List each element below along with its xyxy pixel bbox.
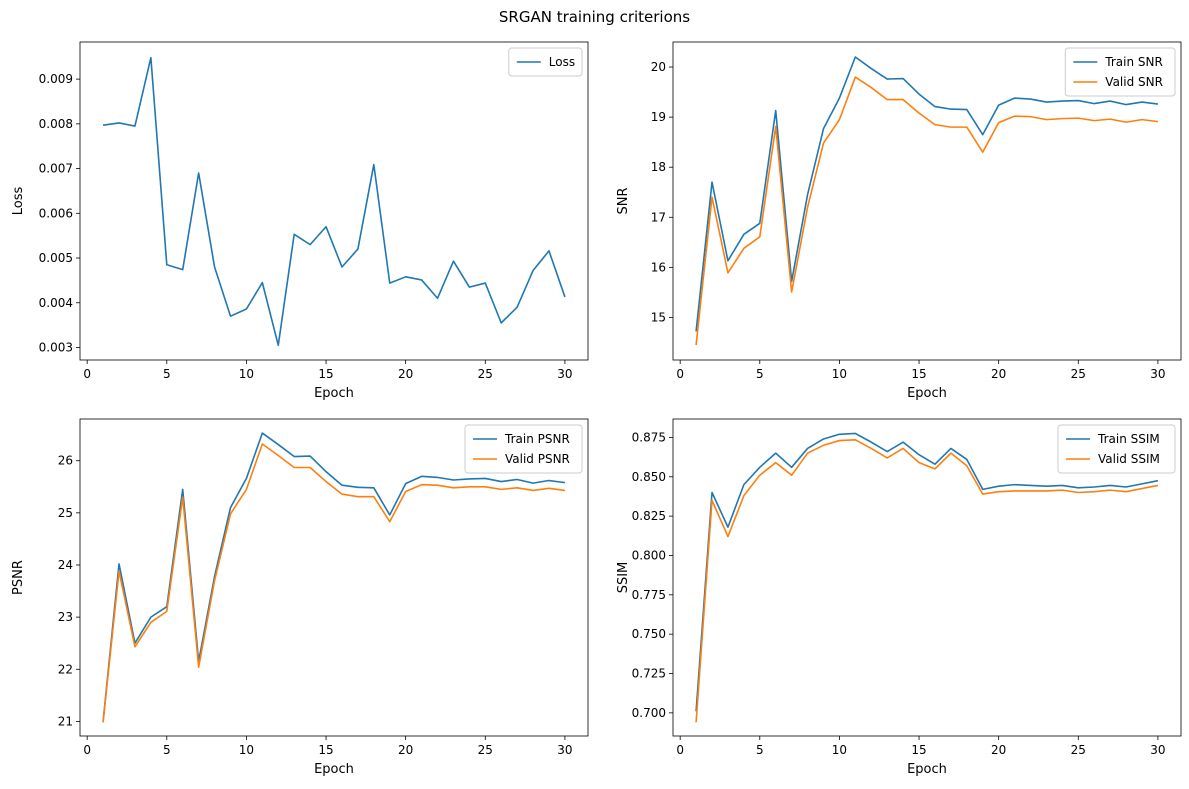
- x-tick-label: 25: [478, 743, 493, 757]
- y-tick-label: 0.008: [39, 117, 73, 131]
- series-line-valid-snr: [695, 76, 1159, 346]
- series-line-train-snr: [695, 56, 1159, 332]
- y-tick-label: 0.005: [39, 251, 73, 265]
- chart-panel-psnr: 0 5 10 15 20 25 30 21 22 23 24 25 26 Epoch PSNR Train P…: [11, 418, 589, 777]
- legend-label: Train SNR: [1104, 55, 1163, 69]
- x-tick-label: 10: [239, 743, 254, 757]
- y-tick-label: 17: [651, 210, 666, 224]
- y-tick-label: 0.007: [39, 162, 73, 176]
- x-tick-label: 30: [1150, 743, 1165, 757]
- x-tick-label: 25: [1071, 367, 1086, 381]
- y-tick-label: 25: [58, 506, 73, 520]
- y-tick-label: 0.003: [39, 340, 73, 354]
- y-axis-label: SSIM: [616, 562, 631, 594]
- figure-title: SRGAN training criterions: [498, 8, 691, 26]
- x-tick-label: 20: [991, 367, 1006, 381]
- legend: Train PSNR Valid PSNR: [464, 424, 583, 474]
- chart-panel-ssim: 0 5 10 15 20 25 30 0.700 0.725 0.750 0.775 0.800 0.8…: [616, 418, 1182, 777]
- y-tick-label: 26: [58, 454, 73, 468]
- y-tick-label: 0.775: [632, 588, 666, 602]
- legend-label: Valid PSNR: [505, 452, 570, 466]
- x-tick-label: 5: [756, 743, 764, 757]
- x-tick-label: 10: [239, 367, 254, 381]
- x-tick-label: 15: [911, 367, 926, 381]
- x-tick-label: 30: [1150, 367, 1165, 381]
- y-tick-label: 0.700: [632, 706, 666, 720]
- y-axis-label: Loss: [11, 187, 26, 216]
- series-line-train-psnr: [102, 432, 566, 722]
- axes-frame: [672, 418, 1182, 737]
- x-tick-label: 0: [676, 743, 684, 757]
- y-tick-label: 0.009: [39, 72, 73, 86]
- chart-panel-loss: 0 5 10 15 20 25 30 0.003 0.004 0.005 0.006 0.007 0.0…: [11, 41, 589, 401]
- y-tick-label: 23: [58, 610, 73, 624]
- y-tick-label: 18: [651, 160, 666, 174]
- y-tick-label: 24: [58, 558, 73, 572]
- x-tick-label: 20: [398, 743, 413, 757]
- x-tick-label: 30: [557, 367, 572, 381]
- x-axis-label: Epoch: [314, 386, 354, 401]
- y-tick-label: 0.875: [632, 430, 666, 444]
- series-line-valid-ssim: [695, 438, 1159, 723]
- axes-frame: [79, 41, 589, 361]
- y-tick-label: 0.800: [632, 548, 666, 562]
- series-line-loss: [102, 56, 566, 347]
- legend-box: [1057, 424, 1176, 474]
- y-tick-label: 0.725: [632, 667, 666, 681]
- axes-frame: [79, 418, 589, 737]
- x-tick-label: 0: [676, 367, 684, 381]
- x-axis-label: Epoch: [907, 762, 947, 777]
- y-axis-label: PSNR: [11, 560, 26, 595]
- y-tick-label: 21: [58, 714, 73, 728]
- y-tick-label: 16: [651, 260, 666, 274]
- y-tick-label: 20: [651, 60, 666, 74]
- chart-panel-snr: 0 5 10 15 20 25 30 15 16 17 18 19 20 Epoch SNR Train SN…: [616, 41, 1182, 401]
- x-tick-label: 15: [318, 743, 333, 757]
- x-tick-label: 15: [318, 367, 333, 381]
- legend-label: Valid SNR: [1105, 75, 1163, 89]
- x-tick-label: 10: [832, 743, 847, 757]
- x-tick-label: 15: [911, 743, 926, 757]
- y-tick-label: 22: [58, 662, 73, 676]
- y-axis-label: SNR: [616, 187, 631, 214]
- x-tick-label: 5: [163, 367, 171, 381]
- y-tick-label: 0.004: [39, 296, 73, 310]
- y-tick-label: 0.006: [39, 206, 73, 220]
- x-tick-label: 5: [756, 367, 764, 381]
- legend-label: Valid SSIM: [1098, 452, 1160, 466]
- x-tick-label: 25: [478, 367, 493, 381]
- series-line-valid-psnr: [102, 443, 566, 723]
- x-tick-label: 30: [557, 743, 572, 757]
- y-tick-label: 19: [651, 110, 666, 124]
- y-tick-label: 0.750: [632, 627, 666, 641]
- x-tick-label: 25: [1071, 743, 1086, 757]
- axes-frame: [672, 41, 1182, 361]
- series-line-train-ssim: [695, 432, 1159, 712]
- x-tick-label: 20: [398, 367, 413, 381]
- legend-label: Train SSIM: [1097, 432, 1160, 446]
- legend: Loss: [508, 47, 583, 77]
- legend: Train SSIM Valid SSIM: [1057, 424, 1176, 474]
- y-tick-label: 15: [651, 310, 666, 324]
- x-tick-label: 20: [991, 743, 1006, 757]
- x-axis-label: Epoch: [314, 762, 354, 777]
- x-tick-label: 0: [83, 367, 91, 381]
- legend-box: [1064, 47, 1176, 97]
- legend-label: Loss: [549, 55, 575, 69]
- legend-label: Train PSNR: [504, 432, 570, 446]
- legend-box: [464, 424, 583, 474]
- y-tick-label: 0.825: [632, 509, 666, 523]
- y-tick-label: 0.850: [632, 470, 666, 484]
- legend-box: [508, 47, 583, 77]
- x-axis-label: Epoch: [907, 386, 947, 401]
- x-tick-label: 5: [163, 743, 171, 757]
- x-tick-label: 10: [832, 367, 847, 381]
- x-tick-label: 0: [83, 743, 91, 757]
- legend: Train SNR Valid SNR: [1064, 47, 1176, 97]
